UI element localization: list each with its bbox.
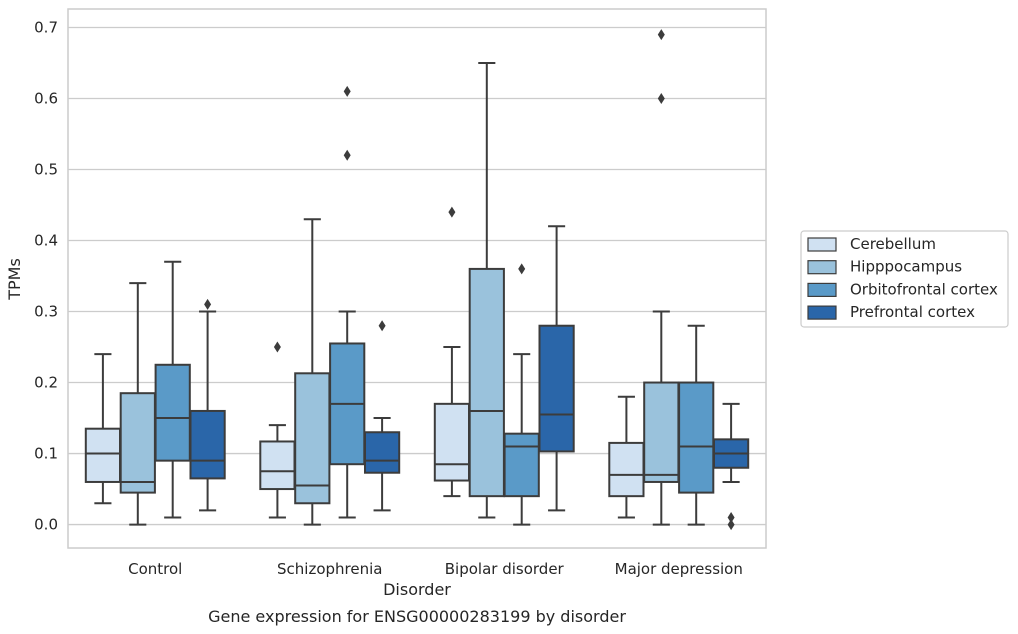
y-tick-labels: 0.0 0.1 0.2 0.3 0.4 0.5 0.6 0.7 [34, 18, 58, 533]
chart-title: Gene expression for ENSG00000283199 by d… [208, 607, 626, 626]
y-tick-label: 0.3 [34, 303, 58, 321]
box-prefrontal-cortex [712, 402, 750, 531]
x-tick-label: Bipolar disorder [445, 560, 565, 578]
box-iqr [84, 427, 122, 483]
box-hipppocampus [294, 218, 331, 526]
box-cerebellum [433, 206, 471, 498]
outlier-point [204, 298, 212, 310]
box-orbitofrontal-cortex [678, 324, 715, 526]
outlier-point [727, 511, 735, 523]
box-iqr [538, 324, 575, 453]
y-axis-label: TPMs [5, 258, 24, 301]
y-tick-label: 0.4 [34, 232, 58, 250]
box-cerebellum [259, 341, 296, 519]
legend-entry: Cerebellum [850, 235, 936, 253]
box-orbitofrontal-cortex [503, 263, 540, 526]
outlier-point [518, 263, 526, 275]
outlier-point [657, 92, 665, 104]
box-orbitofrontal-cortex [329, 85, 366, 519]
legend-entry: Hipppocampus [850, 258, 962, 276]
x-tick-label: Control [128, 560, 182, 578]
y-tick-label: 0.5 [34, 160, 58, 178]
box-hipppocampus [119, 282, 156, 526]
legend-swatch [807, 282, 837, 297]
y-tick-label: 0.6 [34, 89, 58, 107]
x-axis-label: Disorder [383, 580, 451, 599]
box-prefrontal-cortex [538, 225, 575, 512]
legend-entry: Prefrontal cortex [850, 303, 975, 321]
outlier-point [448, 206, 456, 218]
box-cerebellum [608, 395, 645, 519]
legend-swatch [807, 305, 837, 320]
box-iqr [363, 431, 401, 474]
y-tick-label: 0.2 [34, 374, 58, 392]
outlier-point [343, 149, 351, 161]
x-tick-labels: Control Schizophrenia Bipolar disorder Majo… [128, 560, 743, 578]
outlier-point [378, 320, 386, 332]
box-iqr [259, 440, 296, 491]
box-prefrontal-cortex [363, 320, 401, 512]
box-iqr [433, 402, 471, 482]
box-orbitofrontal-cortex [154, 260, 191, 519]
legend-entry: Orbitofrontal cortex [850, 280, 998, 298]
x-tick-label: Schizophrenia [277, 560, 382, 578]
box-iqr [678, 381, 715, 494]
legend-frame [800, 230, 1009, 328]
box-iqr [643, 381, 680, 483]
legend: Cerebellum Hipppocampus Orbitofrontal cort… [800, 230, 1009, 328]
box-hipppocampus [643, 29, 680, 526]
plot-frame [67, 8, 767, 549]
y-tick-label: 0.7 [34, 18, 58, 36]
box-iqr [608, 441, 645, 498]
outlier-point [343, 85, 351, 97]
box-iqr [503, 432, 540, 498]
box-prefrontal-cortex [189, 298, 226, 512]
x-tick-label: Major depression [615, 560, 743, 578]
box-iqr [119, 392, 156, 494]
box-cerebellum [84, 353, 122, 505]
box-iqr [294, 372, 331, 505]
legend-swatch [807, 260, 837, 275]
box-hipppocampus [468, 61, 505, 519]
y-tick-label: 0.0 [34, 516, 58, 534]
legend-swatch [807, 237, 837, 252]
box-iqr [154, 363, 191, 462]
box-iqr [189, 409, 226, 480]
box-series [84, 29, 750, 531]
y-tick-label: 0.1 [34, 445, 58, 463]
outlier-point [657, 29, 665, 41]
outlier-point [727, 519, 735, 531]
outlier-point [273, 341, 281, 353]
box-iqr [468, 267, 505, 498]
